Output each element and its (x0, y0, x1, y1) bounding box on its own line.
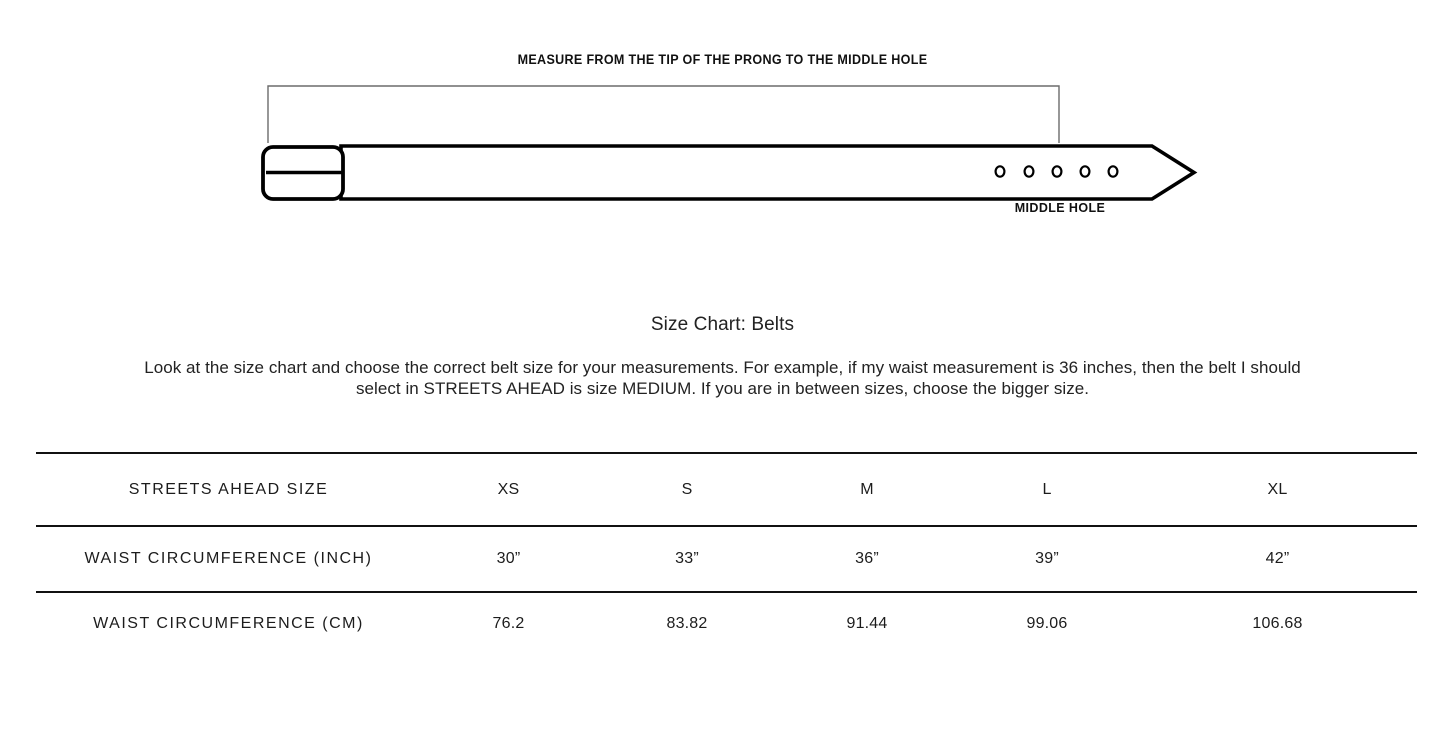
cell-waist-cm-xl: 106.68 (1252, 615, 1303, 632)
chart-description: Look at the size chart and choose the co… (144, 358, 1301, 398)
belt-illustration-svg (261, 85, 1198, 201)
belt-hole-icon (1079, 165, 1091, 178)
diagram-caption: MEASURE FROM THE TIP OF THE PRONG TO THE… (517, 52, 928, 67)
belt-hole-icon (1107, 165, 1119, 178)
table-row: WAIST CIRCUMFERENCE (INCH) 30” 33” 36” 3… (36, 526, 1417, 592)
table-header-label: STREETS AHEAD SIZE (128, 480, 329, 498)
cell-waist-inch-s: 33” (675, 550, 699, 567)
belt-hole-icon (994, 165, 1006, 178)
row-label-waist-cm: WAIST CIRCUMFERENCE (CM) (93, 615, 364, 632)
cell-waist-cm-xs: 76.2 (492, 615, 525, 632)
middle-hole-label: MIDDLE HOLE (1014, 201, 1106, 215)
cell-waist-inch-xs: 30” (496, 550, 521, 567)
table-row: WAIST CIRCUMFERENCE (CM) 76.2 83.82 91.4… (36, 592, 1417, 655)
cell-waist-cm-m: 91.44 (846, 615, 888, 632)
table-header-cell-xl: XL (1267, 480, 1288, 498)
row-label-waist-inch: WAIST CIRCUMFERENCE (INCH) (84, 550, 373, 567)
belt-hole-icon (1051, 165, 1063, 178)
page-title: Size Chart: Belts (650, 314, 795, 335)
belt-strap-shape (339, 144, 1198, 201)
table-header-cell-s: S (681, 480, 693, 498)
measurement-bracket-icon (267, 85, 1060, 143)
size-chart-table: STREETS AHEAD SIZE XS S M L XL WAIST CIR… (36, 452, 1417, 655)
table-row-header: STREETS AHEAD SIZE XS S M L XL (36, 453, 1417, 526)
cell-waist-inch-l: 39” (1035, 550, 1059, 567)
cell-waist-inch-m: 36” (855, 550, 879, 567)
table-header-cell-xs: XS (497, 480, 520, 498)
belt-diagram: MEASURE FROM THE TIP OF THE PRONG TO THE… (0, 0, 1445, 240)
table-header-cell-m: M (860, 480, 874, 498)
cell-waist-cm-l: 99.06 (1026, 615, 1068, 632)
table-header-cell-l: L (1042, 480, 1052, 498)
cell-waist-inch-xl: 42” (1265, 550, 1290, 567)
cell-waist-cm-s: 83.82 (666, 615, 708, 632)
belt-hole-icon (1023, 165, 1035, 178)
